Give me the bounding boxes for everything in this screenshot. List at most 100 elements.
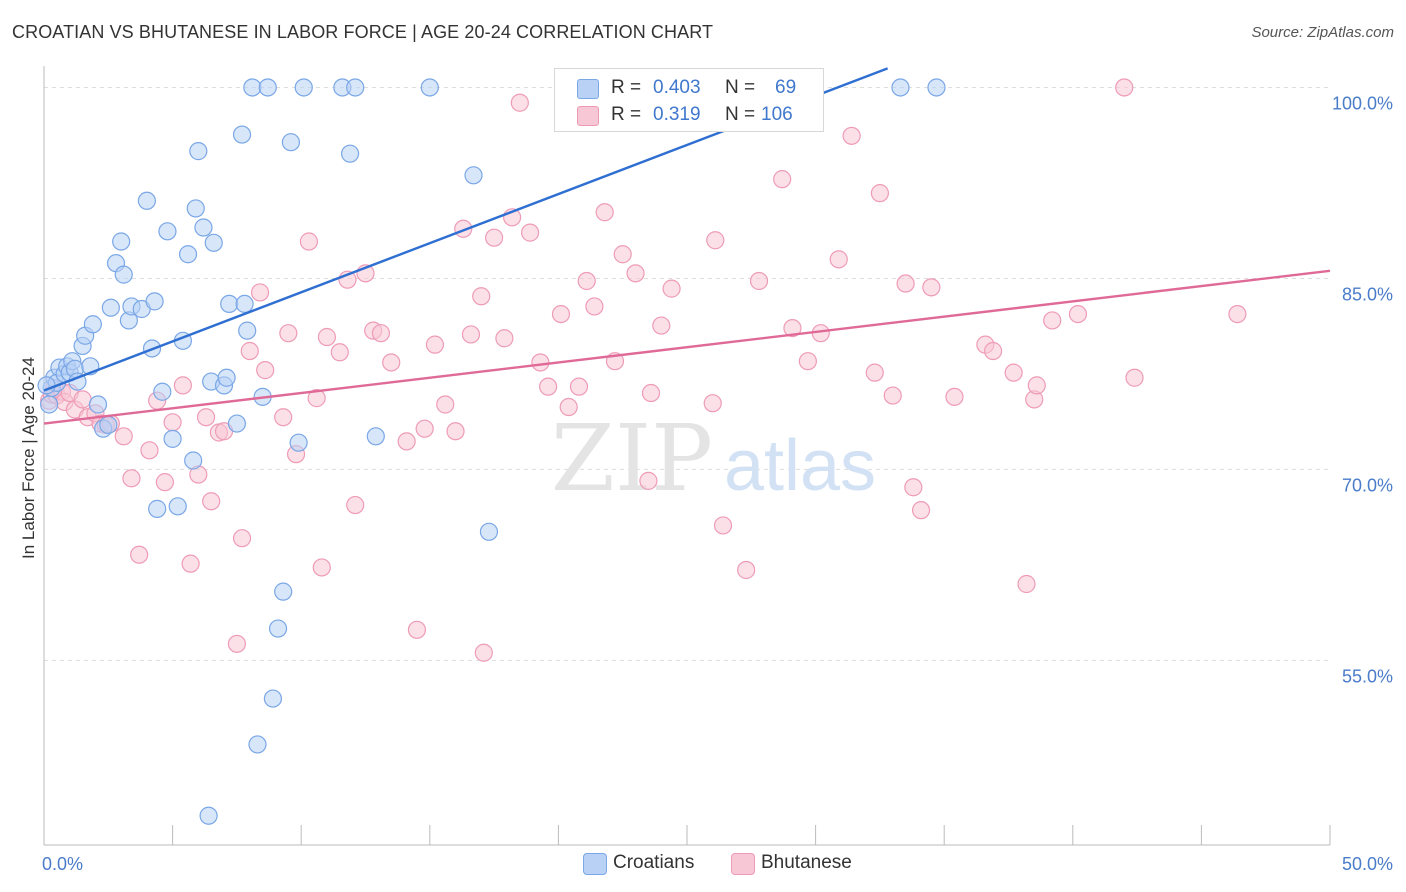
croatians-point [227, 414, 246, 433]
bhutanese-point [585, 297, 604, 316]
bhutanese-point [472, 287, 491, 306]
croatians-point [168, 497, 187, 516]
bhutanese-point [713, 516, 733, 535]
croatians-point [263, 689, 283, 708]
croatians-point [145, 292, 164, 311]
croatians-legend-label: Croatians [613, 852, 695, 873]
y-tick-label: 85.0% [1342, 284, 1393, 304]
bhutanese-point [397, 432, 416, 451]
croatians-point [346, 78, 365, 97]
bhutanese-point [595, 203, 614, 222]
croatians-point [927, 78, 946, 97]
croatians-n-label: N = [725, 77, 756, 98]
bhutanese-point [240, 341, 259, 361]
axes [43, 66, 1331, 846]
bhutanese-point [196, 408, 216, 427]
bhutanese-point [706, 231, 725, 250]
croatians-n-value: 69 [775, 77, 797, 98]
croatians-point [137, 191, 156, 210]
bhutanese-point [256, 361, 275, 380]
bhutanese-point [613, 245, 632, 264]
croatians-swatch [577, 79, 599, 99]
bhutanese-point [1043, 311, 1062, 330]
bhutanese-point [904, 478, 923, 497]
bhutanese-point [495, 329, 514, 348]
croatians-point [268, 619, 288, 638]
bhutanese-point [382, 353, 401, 372]
bhutanese-point [539, 377, 558, 396]
bhutanese-point [436, 395, 455, 414]
bhutanese-point [559, 397, 578, 417]
croatians-point [891, 78, 910, 97]
x-tick-label: 50.0% [1342, 854, 1393, 874]
stats-legend: R = 0.403 N = 69 R = 0.319 N = 106 [554, 68, 824, 132]
bhutanese-legend-label: Bhutanese [761, 852, 852, 873]
bhutanese-point [577, 271, 596, 291]
bhutanese-point [783, 318, 802, 338]
bhutanese-point [737, 560, 756, 580]
croatians-point [178, 245, 198, 264]
bhutanese-trend-line [43, 269, 1331, 425]
bhutanese-point [232, 529, 252, 548]
bhutanese-point [446, 422, 465, 441]
bhutanese-point [911, 501, 931, 520]
bhutanese-point [307, 389, 326, 408]
croatians-point [112, 232, 131, 251]
croatians-point [232, 125, 252, 144]
croatians-point [163, 429, 182, 448]
bhutanese-point [1228, 304, 1247, 324]
bhutanese-point [299, 232, 319, 251]
bhutanese-point [510, 93, 529, 112]
croatians-point [248, 735, 267, 754]
bhutanese-point [474, 643, 493, 662]
bhutanese-point [155, 473, 174, 492]
croatians-point [274, 582, 293, 601]
croatians-point [204, 233, 223, 252]
bhutanese-point [641, 383, 661, 403]
bhutanese-point [703, 394, 722, 413]
croatians-r-label: R = [611, 77, 642, 98]
bhutanese-n-value: 106 [761, 104, 793, 125]
bhutanese-point [425, 335, 445, 354]
bhutanese-point [312, 558, 331, 577]
croatians-point [153, 382, 172, 401]
bhutanese-point [130, 545, 149, 564]
bhutanese-point [1027, 376, 1046, 395]
bhutanese-point [122, 469, 141, 488]
croatians-point [340, 144, 360, 163]
bhutanese-point [829, 250, 848, 269]
croatians-point [101, 298, 120, 317]
bhutanese-point [652, 316, 671, 335]
bhutanese-point [896, 274, 915, 293]
bhutanese-point [1115, 78, 1134, 97]
croatians-point [88, 395, 108, 414]
bhutanese-point [407, 620, 427, 639]
croatians-point [194, 218, 213, 237]
croatians-point [148, 499, 167, 518]
bhutanese-n-label: N = [725, 104, 756, 125]
y-tick-label: 100.0% [1332, 93, 1393, 113]
bhutanese-point [461, 325, 481, 344]
croatians-point [366, 427, 385, 446]
croatians-point [479, 522, 499, 541]
bhutanese-point [173, 376, 192, 395]
croatians-point [189, 142, 208, 161]
bhutanese-point [181, 554, 200, 573]
bhutanese-r-value: 0.319 [653, 104, 701, 125]
bhutanese-point [274, 408, 293, 427]
bhutanese-point [202, 492, 221, 511]
bhutanese-point [865, 363, 884, 382]
bhutanese-point [140, 441, 159, 460]
series-croatians [37, 78, 946, 825]
croatians-point [420, 78, 439, 97]
tick-labels: 55.0% 70.0% 85.0% 100.0% 0.0% 50.0% [42, 93, 1393, 874]
bhutanese-point [521, 223, 540, 242]
croatians-point [238, 321, 257, 340]
series-bhutanese [40, 78, 1247, 662]
croatians-point [158, 222, 177, 241]
croatians-r-value: 0.403 [653, 77, 701, 98]
source-label: Source: ZipAtlas.com [1251, 24, 1394, 41]
watermark-zip: ZIP [551, 405, 713, 512]
croatians-point [258, 78, 277, 97]
bhutanese-point [114, 427, 133, 446]
